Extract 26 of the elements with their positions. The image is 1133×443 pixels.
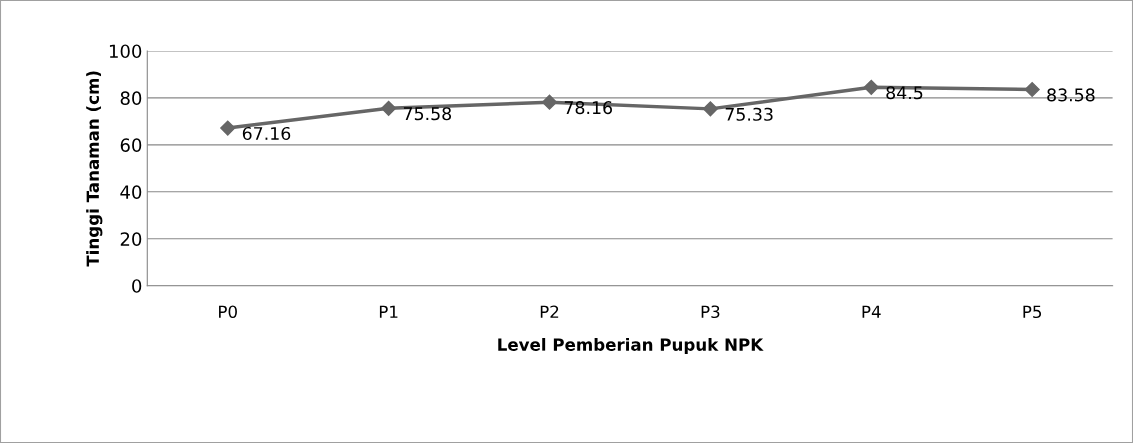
data-label: 75.33 (725, 107, 773, 121)
point (1024, 81, 1040, 98)
point (220, 120, 236, 136)
x-tick-label: P0 (219, 305, 237, 319)
data-label: 83.58 (1047, 88, 1095, 102)
x-tick-label: P4 (862, 305, 881, 318)
y-tick-label: 60 (120, 138, 142, 152)
y-axis-title: Tinggi Tanaman (cm) (86, 71, 103, 267)
data-label: 67.16 (242, 126, 291, 141)
y-tick-label: 0 (132, 279, 142, 293)
y-tick-label: 40 (120, 185, 142, 199)
data-label: 75.58 (403, 107, 452, 121)
point (702, 101, 718, 117)
y-tick-label: 80 (120, 91, 142, 106)
y-tick-label: 20 (120, 232, 142, 246)
x-axis-title: Level Pemberian Pupuk NPK (498, 337, 764, 355)
x-tick-label: P3 (701, 305, 720, 319)
x-tick-label: P2 (540, 305, 559, 318)
data-label: 78.16 (564, 101, 612, 115)
y-tick-label: 100 (109, 44, 142, 59)
point (541, 94, 558, 110)
x-tick-label: P5 (1023, 305, 1042, 319)
data-label: 84.5 (886, 86, 923, 100)
point (863, 79, 879, 95)
point (381, 100, 397, 116)
x-tick-label: P1 (379, 305, 398, 318)
